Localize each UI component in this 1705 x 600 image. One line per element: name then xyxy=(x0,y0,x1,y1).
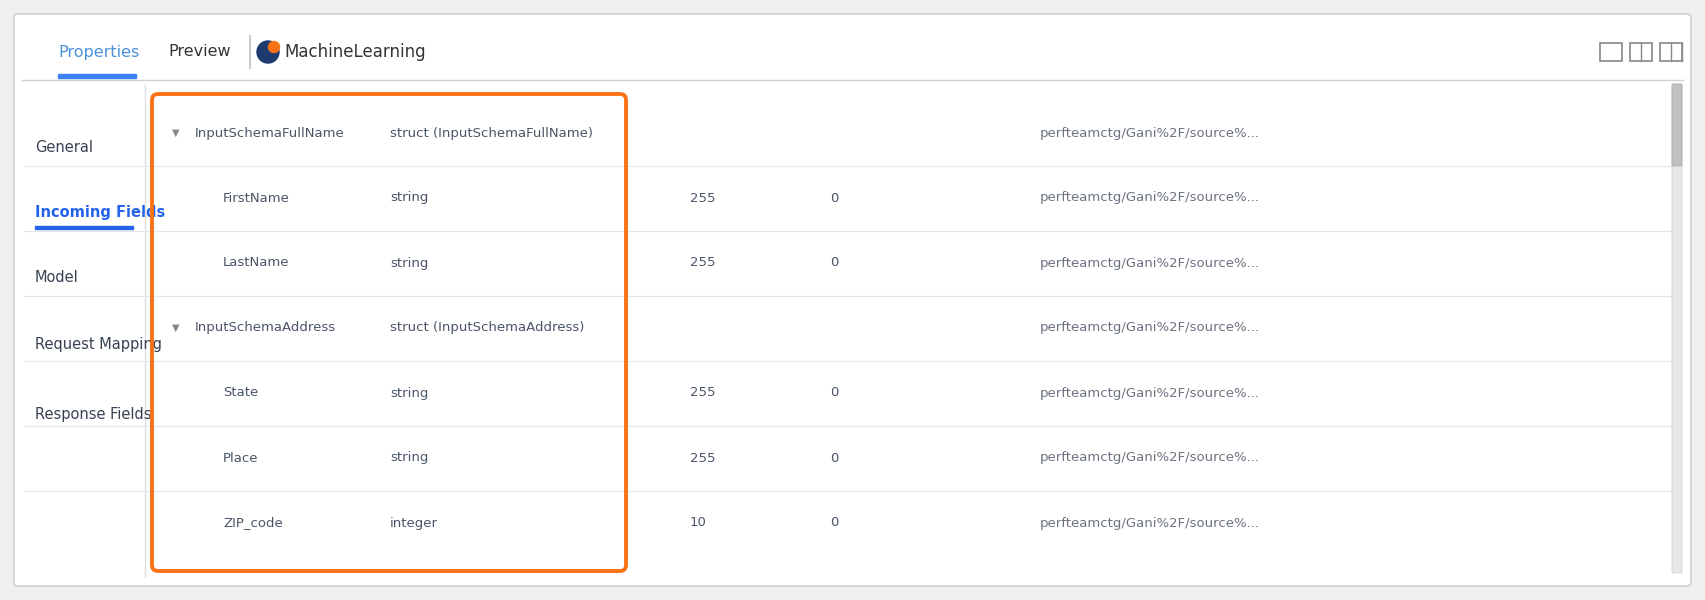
Bar xyxy=(58,74,136,78)
Text: ▼: ▼ xyxy=(172,323,179,333)
Text: 0: 0 xyxy=(830,191,839,205)
FancyBboxPatch shape xyxy=(1673,84,1683,573)
Text: 0: 0 xyxy=(830,517,839,529)
Text: struct (InputSchemaFullName): struct (InputSchemaFullName) xyxy=(390,127,593,139)
Text: Properties: Properties xyxy=(58,44,140,59)
Text: ZIP_code: ZIP_code xyxy=(223,517,283,529)
Text: 255: 255 xyxy=(691,451,716,464)
Text: Response Fields: Response Fields xyxy=(36,407,152,422)
Text: 0: 0 xyxy=(830,257,839,269)
Text: 10: 10 xyxy=(691,517,708,529)
Text: string: string xyxy=(390,257,428,269)
Text: perfteamctg/Gani%2F/source%...: perfteamctg/Gani%2F/source%... xyxy=(1040,191,1260,205)
Text: string: string xyxy=(390,386,428,400)
Text: FirstName: FirstName xyxy=(223,191,290,205)
Text: Place: Place xyxy=(223,451,259,464)
Text: InputSchemaAddress: InputSchemaAddress xyxy=(194,322,336,335)
Text: perfteamctg/Gani%2F/source%...: perfteamctg/Gani%2F/source%... xyxy=(1040,322,1260,335)
Text: perfteamctg/Gani%2F/source%...: perfteamctg/Gani%2F/source%... xyxy=(1040,451,1260,464)
Bar xyxy=(36,226,133,229)
Text: string: string xyxy=(390,191,428,205)
Text: ▼: ▼ xyxy=(172,128,179,138)
Text: 255: 255 xyxy=(691,257,716,269)
Text: InputSchemaFullName: InputSchemaFullName xyxy=(194,127,344,139)
Text: perfteamctg/Gani%2F/source%...: perfteamctg/Gani%2F/source%... xyxy=(1040,257,1260,269)
Circle shape xyxy=(268,41,280,52)
Text: 0: 0 xyxy=(830,451,839,464)
FancyBboxPatch shape xyxy=(1599,43,1621,61)
Text: LastName: LastName xyxy=(223,257,290,269)
FancyBboxPatch shape xyxy=(14,14,1691,586)
Text: Request Mapping: Request Mapping xyxy=(36,337,162,352)
FancyBboxPatch shape xyxy=(1673,84,1683,166)
Text: struct (InputSchemaAddress): struct (InputSchemaAddress) xyxy=(390,322,585,335)
Text: perfteamctg/Gani%2F/source%...: perfteamctg/Gani%2F/source%... xyxy=(1040,517,1260,529)
Text: 255: 255 xyxy=(691,386,716,400)
Text: Incoming Fields: Incoming Fields xyxy=(36,205,165,220)
FancyBboxPatch shape xyxy=(1630,43,1652,61)
Text: 0: 0 xyxy=(830,386,839,400)
Text: string: string xyxy=(390,451,428,464)
Text: 255: 255 xyxy=(691,191,716,205)
Text: integer: integer xyxy=(390,517,438,529)
Text: perfteamctg/Gani%2F/source%...: perfteamctg/Gani%2F/source%... xyxy=(1040,127,1260,139)
FancyBboxPatch shape xyxy=(1661,43,1683,61)
Text: General: General xyxy=(36,140,94,155)
Text: Model: Model xyxy=(36,271,78,286)
Text: perfteamctg/Gani%2F/source%...: perfteamctg/Gani%2F/source%... xyxy=(1040,386,1260,400)
Circle shape xyxy=(257,41,280,63)
Text: Preview: Preview xyxy=(169,44,230,59)
Text: MachineLearning: MachineLearning xyxy=(285,43,426,61)
Text: State: State xyxy=(223,386,257,400)
